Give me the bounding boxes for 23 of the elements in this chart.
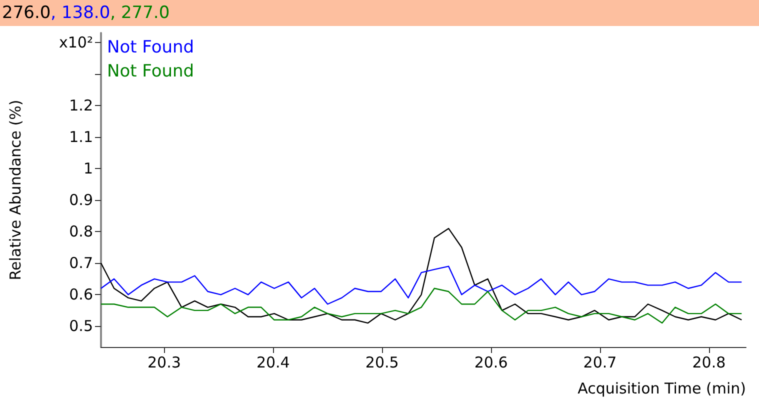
line-series xyxy=(100,288,742,324)
y-tick-label: 1.1 xyxy=(69,128,93,146)
y-tick-label: 1 xyxy=(83,160,93,178)
x-tick-label: 20.8 xyxy=(692,354,726,372)
line-series xyxy=(100,228,742,324)
annotation: Not Found xyxy=(107,38,194,58)
y-tick-label: 0.7 xyxy=(69,254,93,272)
x-axis-title: Acquisition Time (min) xyxy=(578,380,746,398)
annotation: Not Found xyxy=(107,62,194,82)
chart-title: 276.0, 138.0, 277.0 xyxy=(2,3,170,23)
y-tick-label: 0.6 xyxy=(69,286,93,304)
x-tick-label: 20.3 xyxy=(147,354,181,372)
x-tick-label: 20.7 xyxy=(583,354,617,372)
line-series xyxy=(100,266,742,305)
x-tick-label: 20.4 xyxy=(256,354,290,372)
x-tick-label: 20.5 xyxy=(365,354,399,372)
y-axis-title: Relative Abundance (%) xyxy=(6,100,24,280)
y-tick-label: x10² xyxy=(59,33,93,52)
y-tick-label: 0.8 xyxy=(69,222,93,241)
x-tick-label: 20.6 xyxy=(474,354,508,372)
y-tick-label: 1.2 xyxy=(69,96,93,115)
y-tick-label: 0.9 xyxy=(69,191,93,210)
y-tick-label: 0.5 xyxy=(69,317,93,336)
